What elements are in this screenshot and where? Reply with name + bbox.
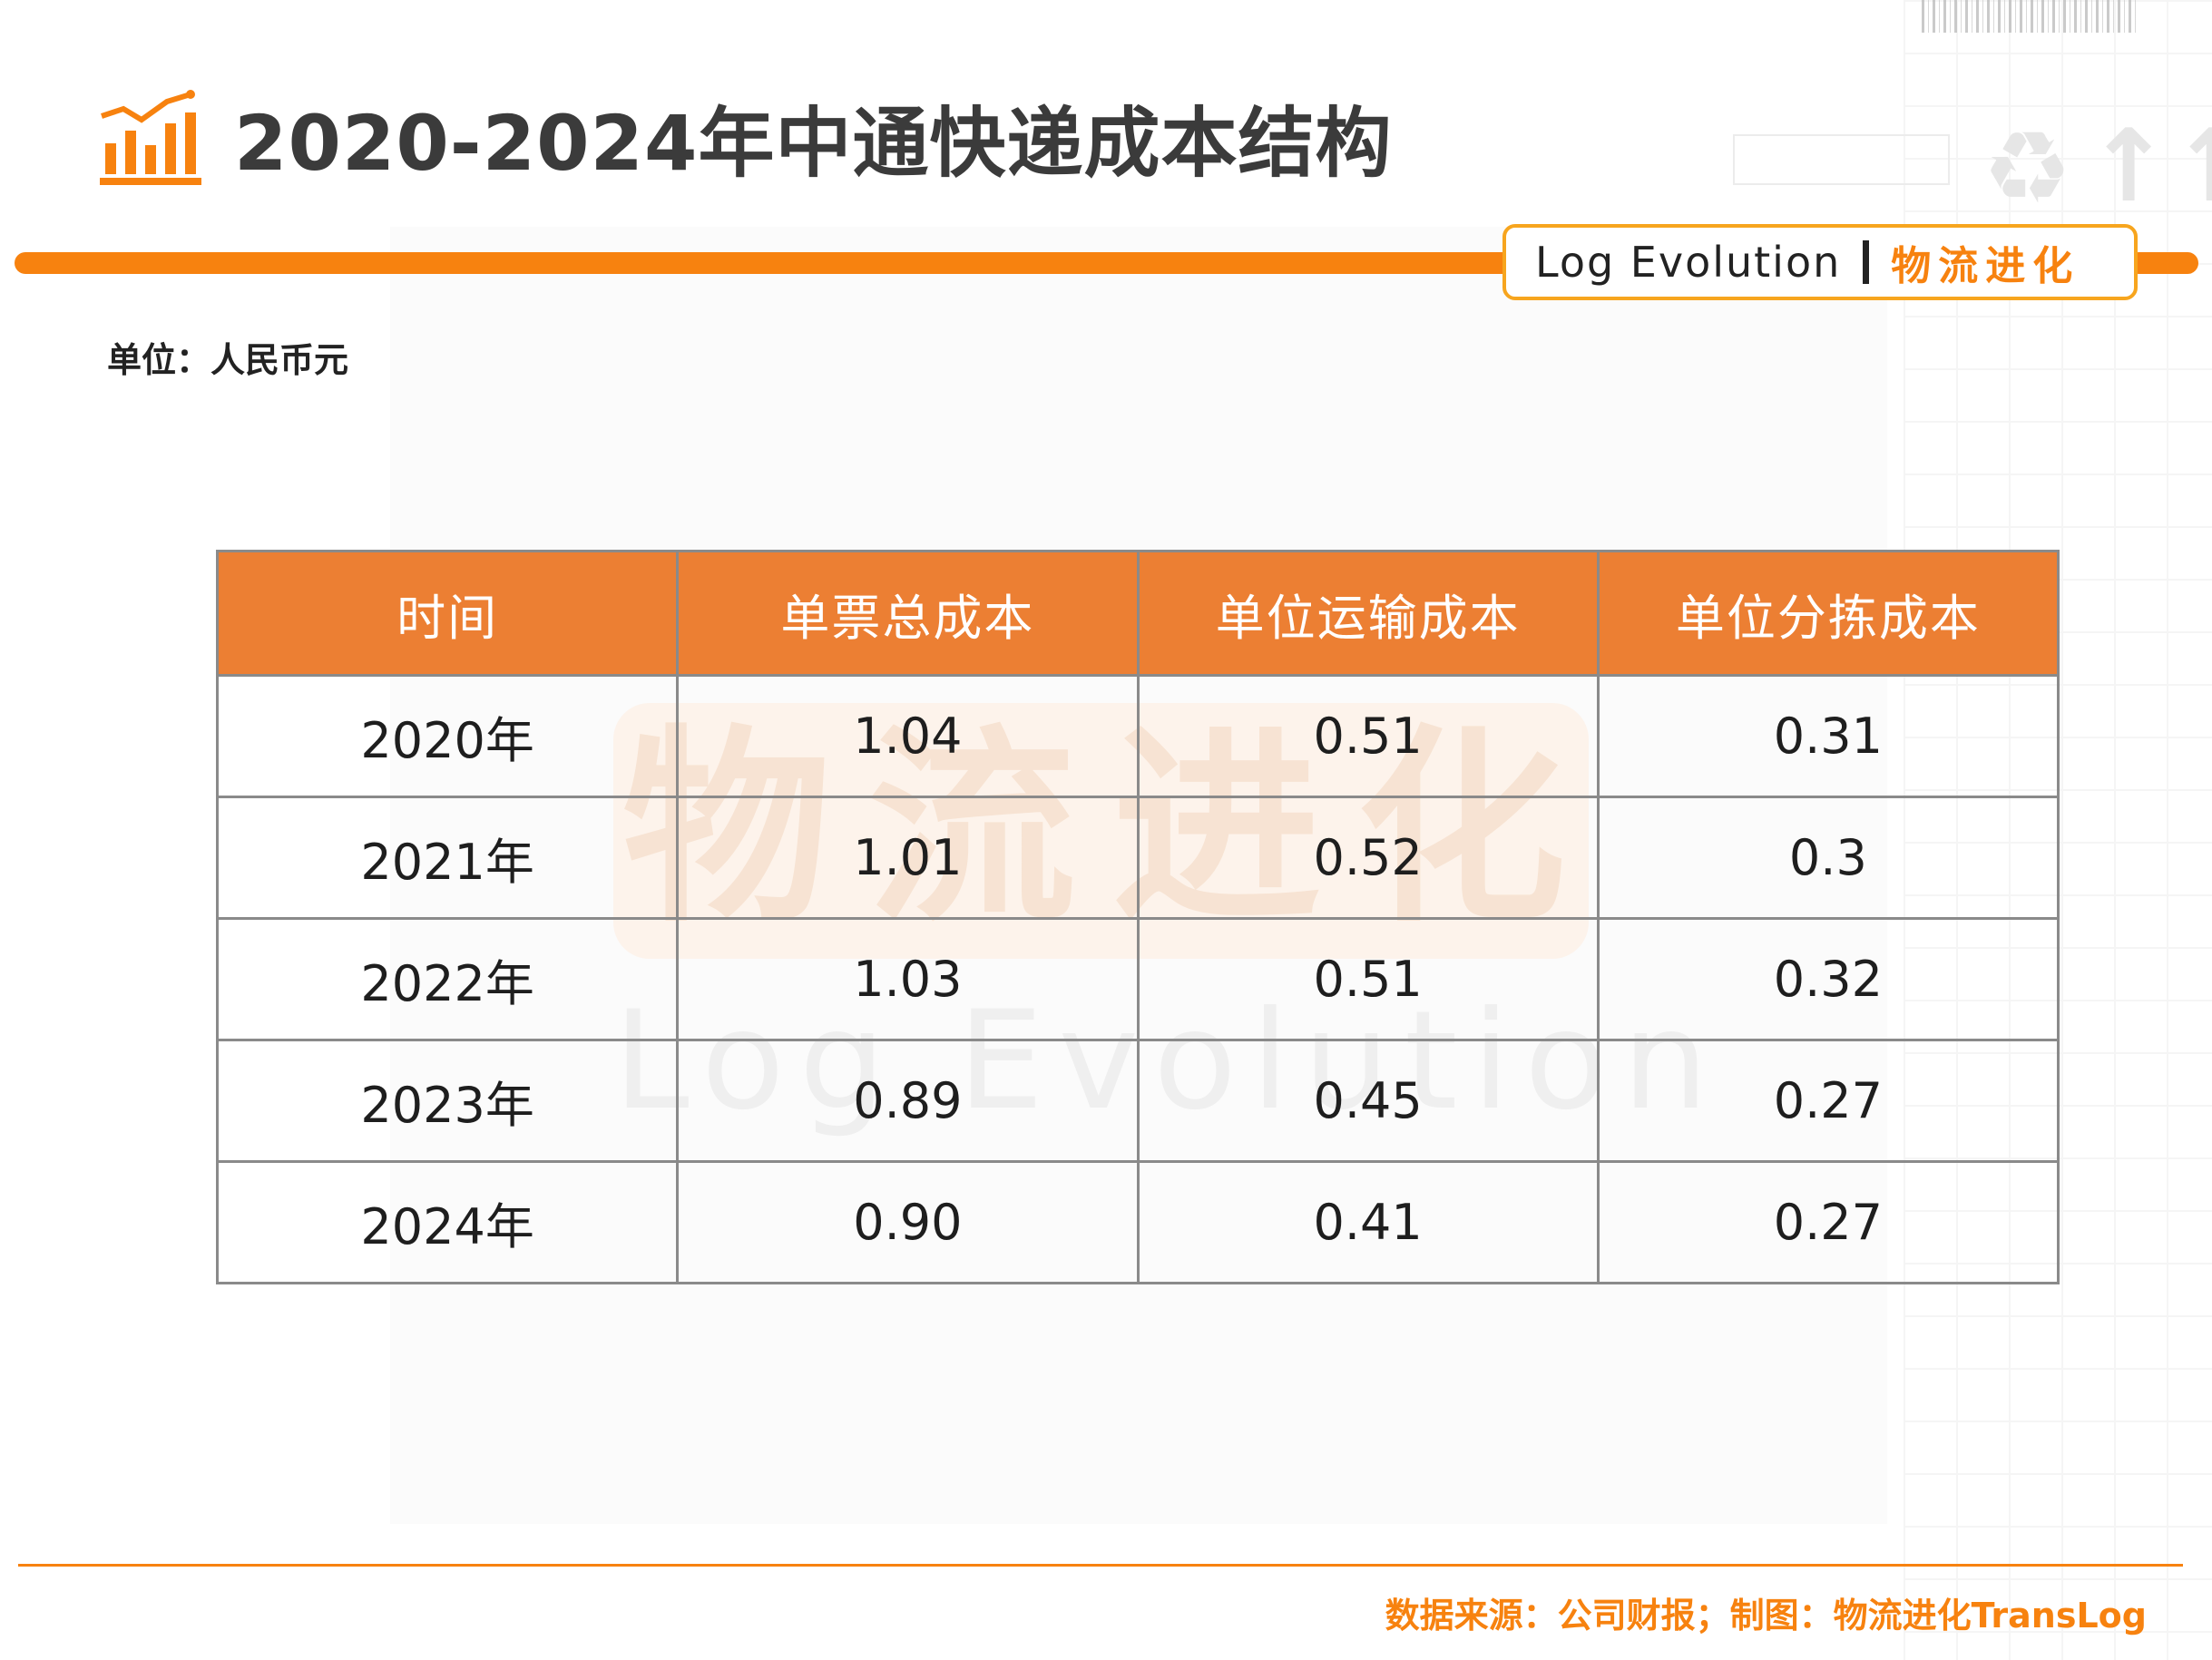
cell-total-cost: 1.04 (676, 674, 1140, 798)
cell-year: 2020年 (215, 674, 680, 798)
cell-sorting-cost: 0.27 (1596, 1039, 2060, 1163)
header-divider-bar-tail (2128, 252, 2198, 274)
cell-sorting-cost: 0.27 (1596, 1160, 2060, 1284)
brand-divider (1863, 240, 1870, 284)
column-header-sorting-cost: 单位分拣成本 (1596, 550, 2060, 677)
cell-transport-cost: 0.52 (1136, 796, 1600, 920)
recycle-icon: ♻ (1982, 110, 2072, 226)
table-row: 2023年 0.89 0.45 0.27 (215, 1039, 2060, 1163)
cell-transport-cost: 0.45 (1136, 1039, 1600, 1163)
cell-year: 2022年 (215, 917, 680, 1041)
cell-total-cost: 1.03 (676, 917, 1140, 1041)
cell-transport-cost: 0.51 (1136, 674, 1600, 798)
cell-year: 2023年 (215, 1039, 680, 1163)
cell-total-cost: 1.01 (676, 796, 1140, 920)
data-source-note: 数据来源：公司财报；制图：物流进化TransLog (1385, 1596, 2147, 1636)
this-way-up-icon: ↑↑ (2087, 108, 2212, 224)
table-header-row: 时间 单票总成本 单位运输成本 单位分拣成本 (215, 550, 2060, 677)
column-header-transport-cost: 单位运输成本 (1136, 550, 1600, 677)
barcode-decoration (1922, 0, 2139, 33)
cell-sorting-cost: 0.32 (1596, 917, 2060, 1041)
cell-transport-cost: 0.51 (1136, 917, 1600, 1041)
unit-label: 单位：人民币元 (107, 340, 349, 380)
table-row: 2024年 0.90 0.41 0.27 (215, 1160, 2060, 1284)
table-row: 2020年 1.04 0.51 0.31 (215, 674, 2060, 798)
brand-badge: Log Evolution 物流进化 (1502, 224, 2138, 300)
brand-name-en: Log Evolution (1535, 238, 1842, 287)
bar-chart-trend-icon (100, 90, 201, 185)
cell-sorting-cost: 0.31 (1596, 674, 2060, 798)
table-row: 2021年 1.01 0.52 0.3 (215, 796, 2060, 920)
column-header-total-cost: 单票总成本 (676, 550, 1140, 677)
cell-total-cost: 0.89 (676, 1039, 1140, 1163)
header-divider-bar (15, 252, 1521, 274)
cost-structure-table: 时间 单票总成本 单位运输成本 单位分拣成本 2020年 1.04 0.51 0… (215, 550, 2060, 1284)
cell-year: 2024年 (215, 1160, 680, 1284)
page-title: 2020-2024年中通快递成本结构 (234, 99, 1393, 188)
cell-sorting-cost: 0.3 (1596, 796, 2060, 920)
table-row: 2022年 1.03 0.51 0.32 (215, 917, 2060, 1041)
cell-total-cost: 0.90 (676, 1160, 1140, 1284)
brand-name-cn: 物流进化 (1891, 243, 2080, 289)
cell-transport-cost: 0.41 (1136, 1160, 1600, 1284)
shipping-label-decoration (1733, 134, 1950, 185)
footer-divider (18, 1564, 2183, 1567)
column-header-year: 时间 (215, 550, 680, 677)
cell-year: 2021年 (215, 796, 680, 920)
